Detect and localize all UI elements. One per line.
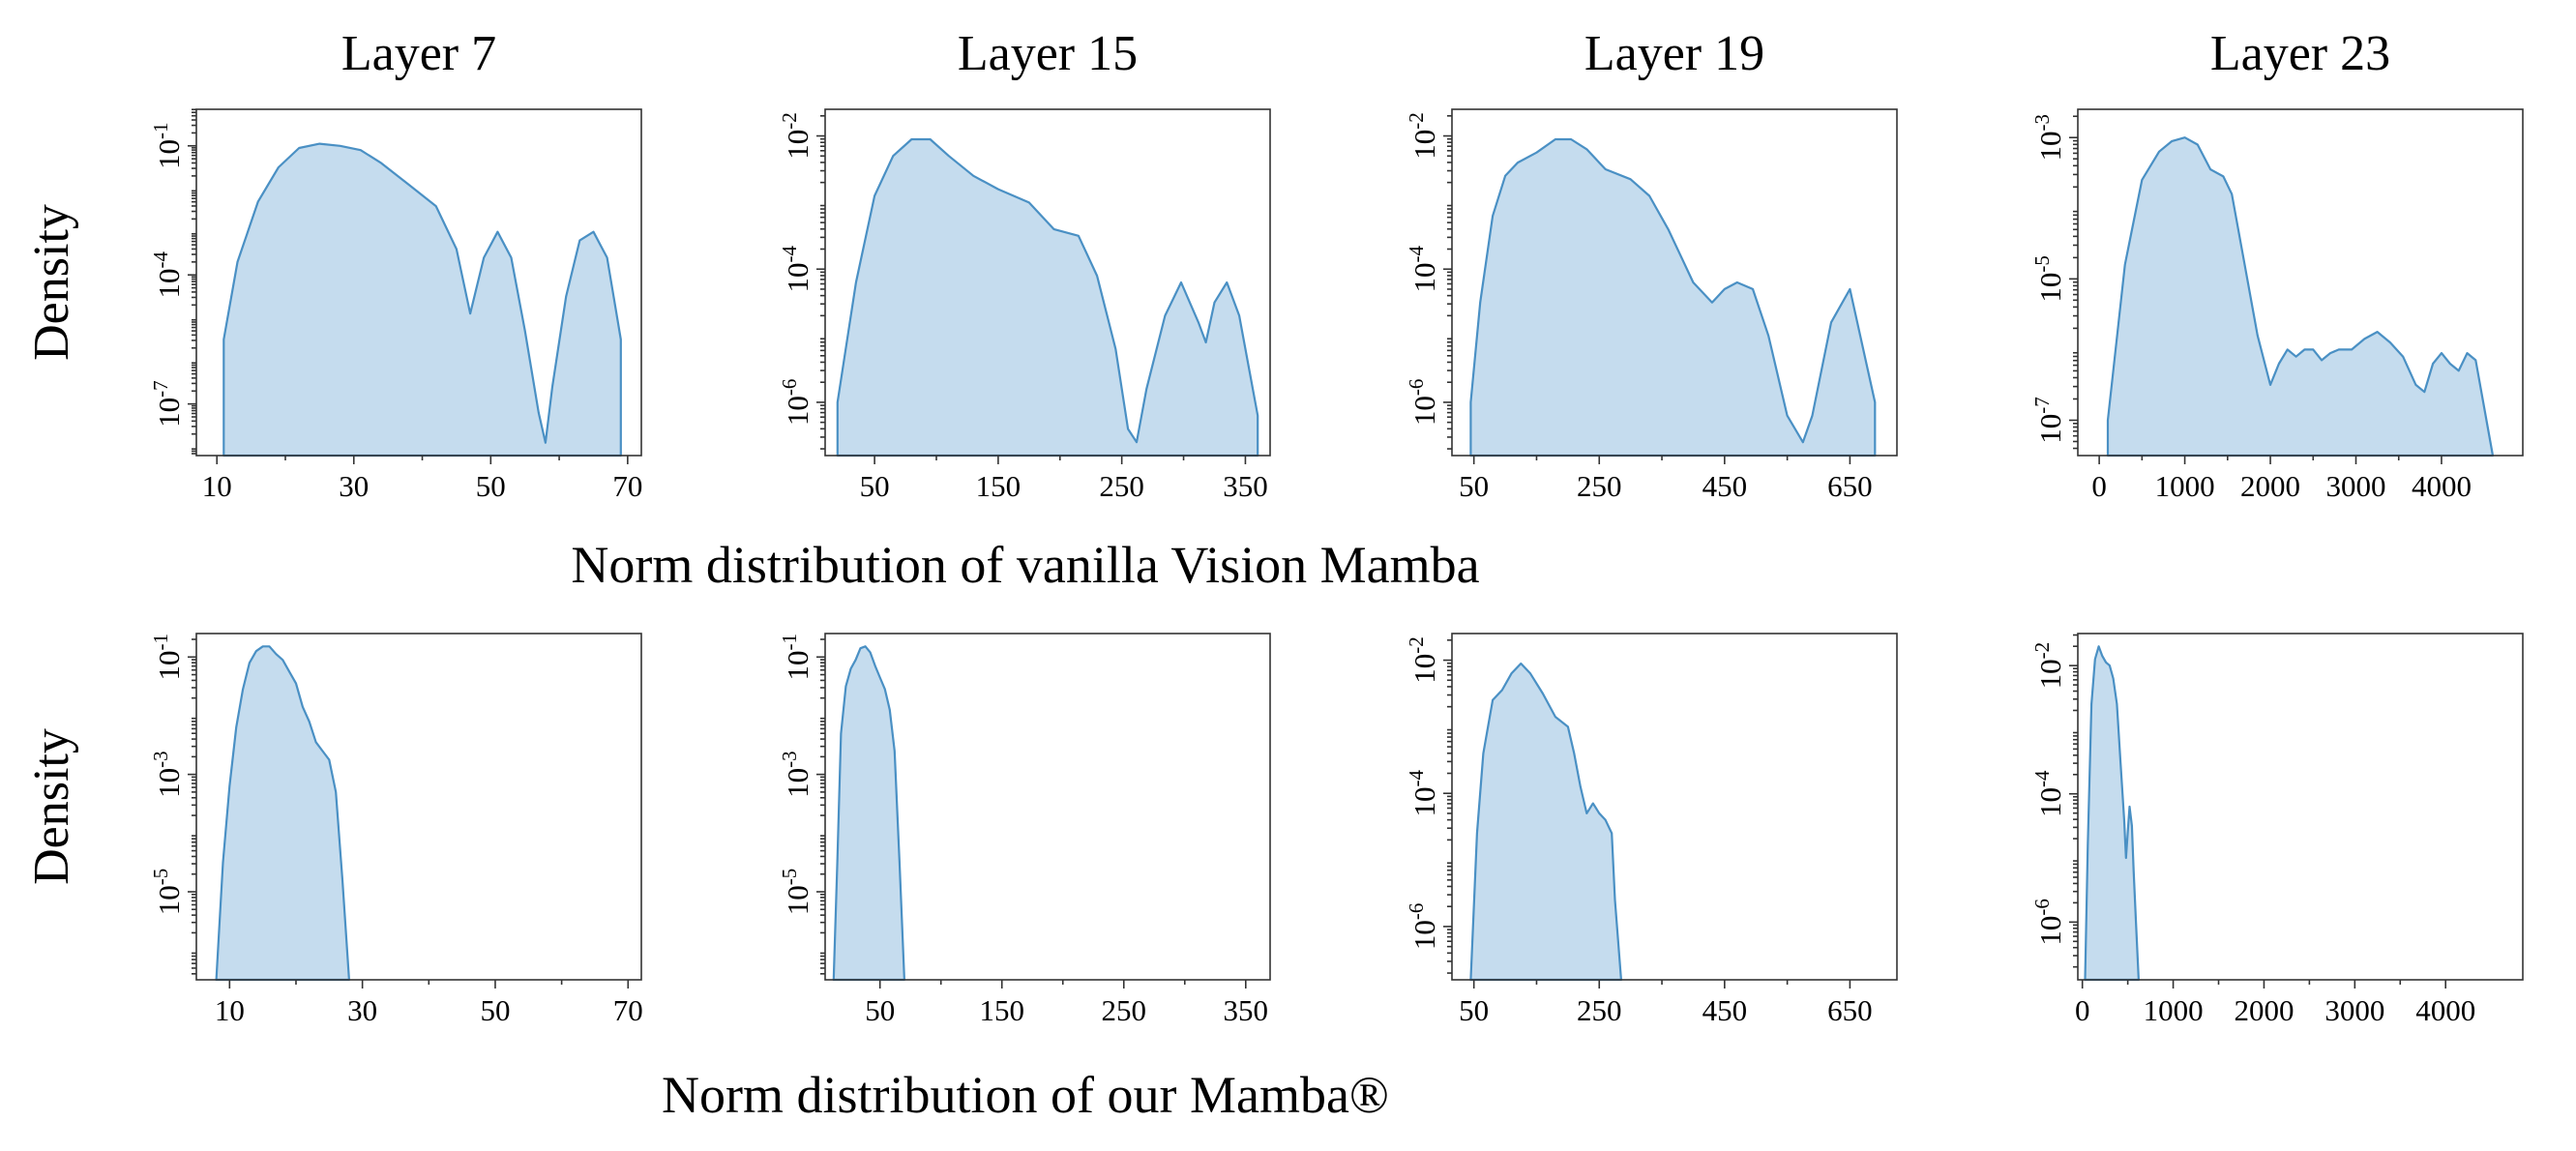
plot-frame (195, 108, 642, 457)
y-tick-label: 10-4 (1405, 769, 1441, 816)
y-tick-label: 10-6 (1405, 903, 1441, 951)
y-tick-label: 10-2 (2030, 642, 2067, 690)
x-tick-label: 350 (1223, 469, 1268, 503)
x-tick-label: 50 (476, 469, 506, 503)
row-caption-ours: Norm distribution of our Mamba® (662, 1066, 1389, 1124)
y-tick-label: 10-7 (2030, 397, 2067, 444)
x-tick-label: 650 (1827, 469, 1873, 503)
x-tick-label: 4000 (2412, 469, 2472, 503)
x-tick-label: 2000 (2234, 993, 2294, 1027)
panel-0-2: 50 250 450 650 10-2 10-4 10-6 Layer 19 (1405, 26, 1898, 503)
x-tick-label: 0 (2075, 993, 2090, 1027)
panel-1-3: 0 1000 2000 3000 4000 10-2 10-4 10-6 (2030, 633, 2524, 1027)
x-tick-label: 350 (1224, 993, 1269, 1027)
plot-frame (1451, 633, 1898, 981)
x-tick-label: 250 (1099, 469, 1144, 503)
layer-title: Layer 23 (2210, 26, 2390, 81)
x-tick-label: 70 (612, 469, 642, 503)
x-tick-label: 50 (860, 469, 890, 503)
y-tick-label: 10-1 (149, 123, 186, 170)
panel-1-0: 10 30 50 70 10-1 10-3 10-5 Density (24, 633, 643, 1027)
y-tick-label: 10-4 (149, 251, 186, 298)
density-area (832, 645, 905, 982)
density-area (2106, 136, 2495, 457)
x-tick-label: 250 (1102, 993, 1147, 1027)
layer-title: Layer 15 (958, 26, 1138, 81)
density-area (215, 645, 350, 982)
x-tick-label: 650 (1827, 993, 1873, 1027)
x-tick-label: 10 (202, 469, 232, 503)
plot-frame (195, 633, 642, 981)
y-tick-label: 10-2 (1405, 636, 1441, 684)
x-tick-label: 3000 (2324, 993, 2384, 1027)
panel-0-0: 10 30 50 70 10-1 10-4 10-7 Layer 7 Density (24, 26, 642, 503)
y-tick-label: 10-6 (1405, 379, 1441, 427)
y-tick-label: 10-2 (1405, 112, 1441, 160)
y-tick-label: 10-5 (149, 869, 186, 916)
x-tick-label: 70 (613, 993, 643, 1027)
plot-frame (824, 108, 1271, 457)
x-tick-label: 250 (1577, 993, 1622, 1027)
y-tick-label: 10-1 (149, 634, 186, 681)
y-tick-label: 10-6 (2030, 899, 2067, 946)
x-tick-label: 450 (1703, 993, 1748, 1027)
x-tick-label: 50 (1459, 469, 1489, 503)
plot-frame (824, 633, 1271, 981)
y-axis-label: Density (24, 728, 79, 885)
x-tick-label: 30 (339, 469, 369, 503)
panel-0-3: 0 1000 2000 3000 4000 10-3 10-5 10-7 Layer 23 (2030, 26, 2524, 503)
density-area (222, 142, 622, 457)
y-tick-label: 10-4 (1405, 245, 1441, 292)
x-tick-label: 450 (1703, 469, 1748, 503)
density-area (836, 137, 1259, 457)
x-tick-label: 50 (480, 993, 510, 1027)
x-tick-label: 3000 (2326, 469, 2386, 503)
y-tick-label: 10-3 (149, 751, 186, 798)
panel-1-1: 50 150 250 350 10-1 10-3 10-5 (778, 633, 1271, 1027)
y-tick-label: 10-6 (778, 379, 814, 427)
y-tick-label: 10-5 (778, 869, 814, 916)
y-tick-label: 10-4 (2030, 770, 2067, 817)
x-tick-label: 250 (1577, 469, 1622, 503)
y-tick-label: 10-1 (778, 634, 814, 681)
x-tick-label: 150 (979, 993, 1024, 1027)
x-tick-label: 50 (1459, 993, 1489, 1027)
x-tick-label: 30 (347, 993, 377, 1027)
x-tick-label: 0 (2091, 469, 2107, 503)
x-tick-label: 4000 (2415, 993, 2475, 1027)
x-tick-label: 150 (976, 469, 1022, 503)
x-tick-label: 1000 (2144, 993, 2204, 1027)
panel-1-2: 50 250 450 650 10-2 10-4 10-6 (1405, 633, 1898, 1027)
row-caption-vanilla: Norm distribution of vanilla Vision Mamb… (571, 536, 1479, 594)
y-tick-label: 10-2 (778, 112, 814, 160)
y-axis-label: Density (24, 204, 79, 361)
plot-frame (1451, 108, 1898, 457)
x-tick-label: 10 (215, 993, 245, 1027)
panel-0-1: 50 150 250 350 10-2 10-4 10-6 Layer 15 (778, 26, 1271, 503)
y-tick-label: 10-7 (149, 380, 186, 428)
density-area (1469, 662, 1622, 982)
y-tick-label: 10-5 (2030, 255, 2067, 303)
y-tick-label: 10-4 (778, 245, 814, 292)
layer-title: Layer 19 (1584, 26, 1764, 81)
layer-title: Layer 7 (341, 26, 496, 81)
y-tick-label: 10-3 (778, 751, 814, 798)
x-tick-label: 1000 (2155, 469, 2215, 503)
y-tick-label: 10-3 (2030, 114, 2067, 162)
plot-frame (2077, 633, 2524, 981)
x-tick-label: 2000 (2240, 469, 2300, 503)
density-area (2084, 645, 2140, 982)
x-tick-label: 50 (865, 993, 895, 1027)
density-area (1469, 137, 1877, 457)
